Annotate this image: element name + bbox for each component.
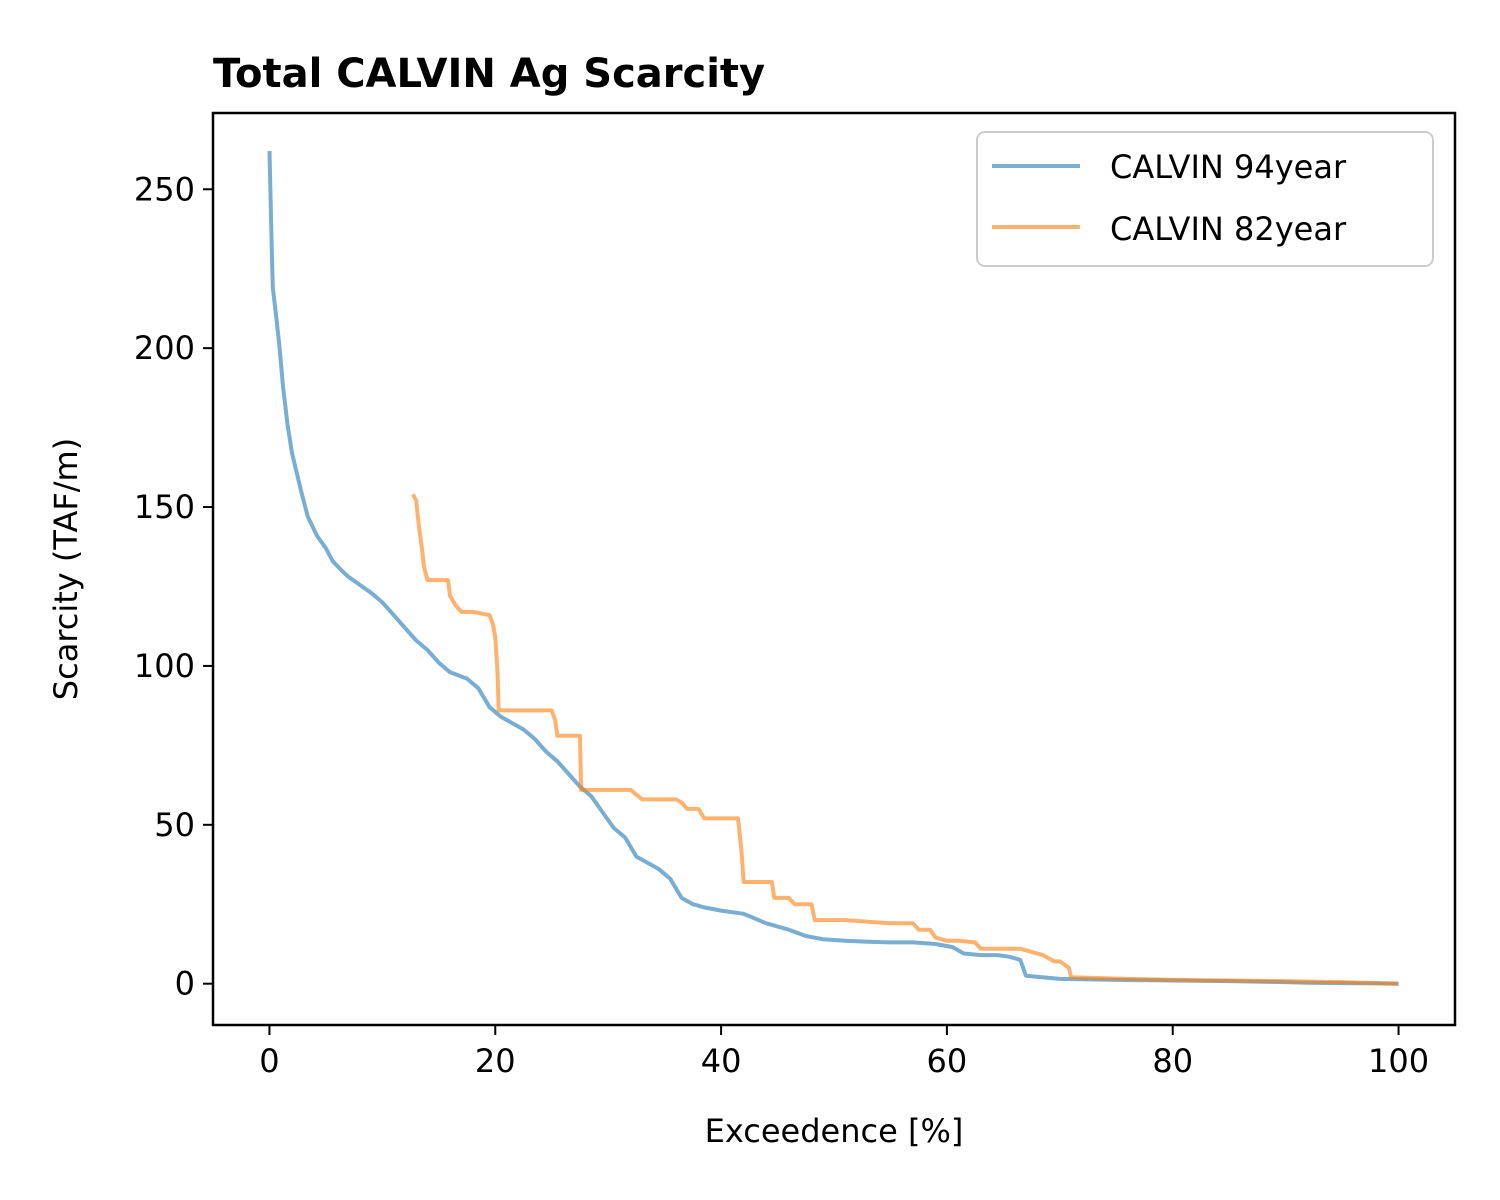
y-tick-label: 50	[154, 806, 195, 844]
y-tick-label: 0	[175, 965, 195, 1003]
y-tick-label: 100	[134, 647, 195, 685]
x-tick-label: 60	[927, 1042, 968, 1080]
x-tick-label: 100	[1368, 1042, 1429, 1080]
y-axis: 0 50 100 150 200 250	[134, 170, 213, 1003]
y-axis-title: Scarcity (TAF/m)	[47, 438, 85, 700]
y-tick-label: 150	[134, 488, 195, 526]
x-tick-label: 0	[259, 1042, 279, 1080]
x-axis: 0 20 40 60 80 100	[259, 1025, 1429, 1080]
legend-label-94year: CALVIN 94year	[1110, 148, 1347, 186]
legend-box	[976, 131, 1434, 267]
chart-title: Total CALVIN Ag Scarcity	[213, 51, 765, 97]
series-layer	[267, 151, 1399, 986]
y-tick-label: 250	[134, 170, 195, 208]
x-axis-title: Exceedence [%]	[705, 1112, 964, 1150]
legend: CALVIN 94year CALVIN 82year	[976, 131, 1434, 267]
y-tick-label: 200	[134, 329, 195, 367]
x-tick-label: 40	[701, 1042, 742, 1080]
x-tick-label: 80	[1152, 1042, 1193, 1080]
series-line-1	[411, 493, 1399, 986]
x-tick-label: 20	[475, 1042, 516, 1080]
legend-label-82year: CALVIN 82year	[1110, 210, 1347, 248]
series-line-0	[267, 151, 1399, 986]
plot-frame	[211, 111, 1457, 1027]
